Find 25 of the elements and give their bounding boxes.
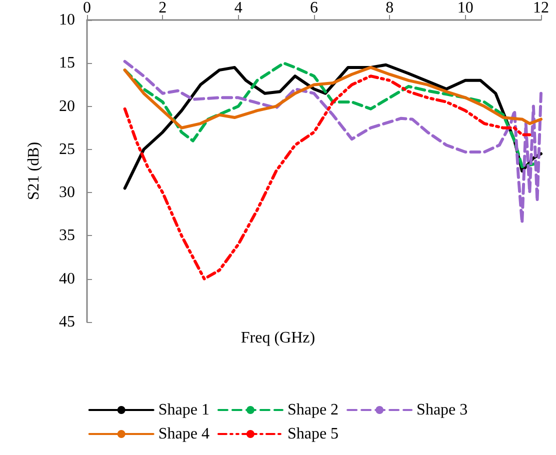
x-tick-label: 8 xyxy=(386,0,394,16)
y-tick-label: 15 xyxy=(59,54,75,72)
x-tick-label: 12 xyxy=(533,0,549,16)
y-tick-label: 30 xyxy=(59,184,75,202)
x-tick-label: 6 xyxy=(310,0,318,16)
y-tick-label: 25 xyxy=(59,140,75,158)
line-series xyxy=(123,60,542,224)
y-tick-label: 40 xyxy=(59,270,75,288)
y-tick-label: 35 xyxy=(59,227,75,244)
legend-label: Shape 1 xyxy=(158,402,210,418)
x-tick-label: 10 xyxy=(457,0,474,16)
x-tick-label: 2 xyxy=(158,0,167,16)
y-axis-title: S21 (dB) xyxy=(26,142,42,200)
y-tick-label: 45 xyxy=(59,314,75,330)
x-tick-label: 0 xyxy=(83,0,91,16)
line-series xyxy=(123,74,532,280)
line-series xyxy=(123,66,542,130)
legend-label: Shape 3 xyxy=(416,402,468,418)
legend-label: Shape 5 xyxy=(287,426,339,442)
legend-label: Shape 2 xyxy=(287,402,339,418)
x-axis-title: Freq (GHz) xyxy=(240,330,316,346)
y-tick-label: 20 xyxy=(59,98,75,115)
legend-label: Shape 4 xyxy=(158,426,210,442)
x-tick-label: 4 xyxy=(234,0,242,16)
y-tick-label: 10 xyxy=(59,12,75,28)
